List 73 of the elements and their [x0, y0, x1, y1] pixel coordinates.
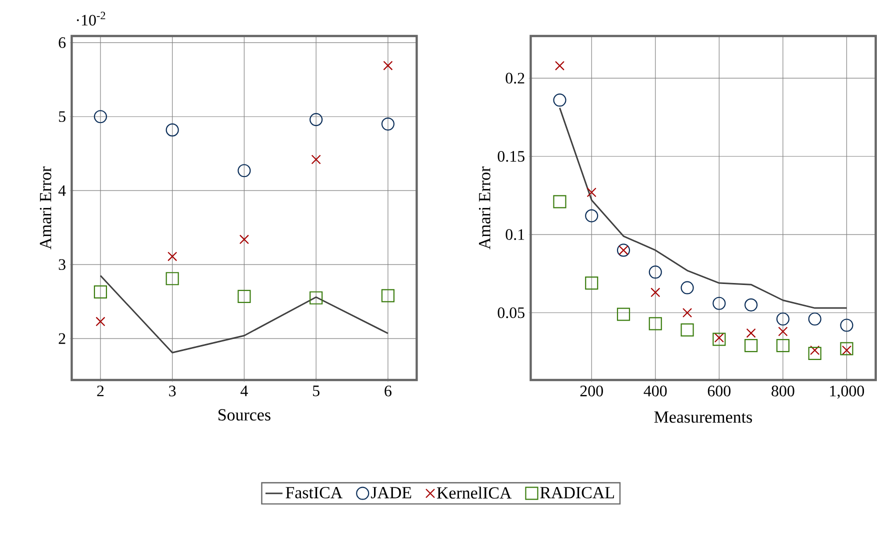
x-tick-label: 1,000: [830, 386, 864, 399]
x-tick-label: 3: [169, 386, 176, 396]
point: [650, 288, 660, 298]
point: [744, 339, 758, 352]
point: [746, 328, 756, 338]
legend-label: FastICA: [286, 487, 343, 498]
line-series: [100, 274, 389, 354]
point: [383, 60, 393, 70]
point: [744, 298, 758, 312]
point: [808, 346, 822, 360]
point: [96, 316, 106, 326]
point: [776, 312, 790, 326]
point: [381, 289, 395, 302]
y-tick-label: 2: [58, 333, 66, 344]
y-tick-label: 0.1: [506, 229, 524, 240]
point: [778, 326, 788, 336]
x-tick-label: 2: [97, 386, 104, 396]
point: [776, 339, 790, 352]
point: [712, 296, 726, 310]
point: [714, 332, 724, 343]
x-tick-label: 5: [313, 386, 320, 396]
point: [166, 123, 179, 136]
point: [842, 345, 852, 356]
point: [310, 291, 323, 304]
point: [840, 342, 854, 356]
y-tick-label: 3: [58, 259, 66, 270]
point: [238, 290, 251, 303]
legend-label: KernelICA: [436, 486, 512, 499]
point: [585, 209, 598, 222]
point: [585, 276, 598, 290]
point: [168, 252, 178, 262]
point: [680, 323, 694, 336]
point: [239, 234, 249, 244]
text: ·10$^{-2}$: [76, 12, 106, 26]
x-axis-title: Measurements: [654, 412, 752, 423]
line-series: [558, 107, 848, 309]
point: [381, 117, 395, 131]
point: [808, 312, 822, 326]
point: [554, 60, 565, 70]
legend-label: RADICAL: [540, 487, 614, 498]
y-tick-label: 6: [58, 37, 66, 48]
y-axis-title: Amari Error: [40, 166, 52, 250]
point: [94, 285, 108, 298]
y-axis-title: Amari Error: [478, 166, 490, 250]
x-tick-label: 6: [384, 386, 392, 396]
point: [310, 113, 323, 126]
y-tick-label: 4: [58, 185, 66, 196]
point: [553, 94, 566, 107]
point: [840, 318, 854, 332]
point: [94, 110, 108, 124]
x-tick-label: 4: [240, 386, 248, 396]
point: [648, 266, 662, 279]
point: [311, 154, 321, 164]
point: [166, 272, 179, 286]
point: [586, 188, 596, 198]
point: [680, 281, 694, 294]
legend-label: JADE: [370, 487, 412, 498]
point: [648, 317, 662, 330]
x-axis-title: Sources: [218, 409, 270, 421]
point: [712, 332, 726, 346]
point: [810, 345, 820, 356]
y-tick-label: 5: [59, 111, 66, 122]
x-tick-label: 600: [708, 386, 730, 396]
point: [238, 164, 251, 178]
point: [616, 308, 630, 321]
x-tick-label: 200: [580, 386, 603, 396]
y-tick-label: 0.2: [506, 72, 524, 84]
point: [682, 308, 692, 318]
x-tick-label: 800: [772, 386, 794, 396]
x-tick-label: 400: [644, 386, 667, 396]
y-tick-label: 0.05: [498, 307, 524, 318]
point: [553, 195, 566, 208]
y-tick-label: 0.15: [498, 150, 524, 162]
